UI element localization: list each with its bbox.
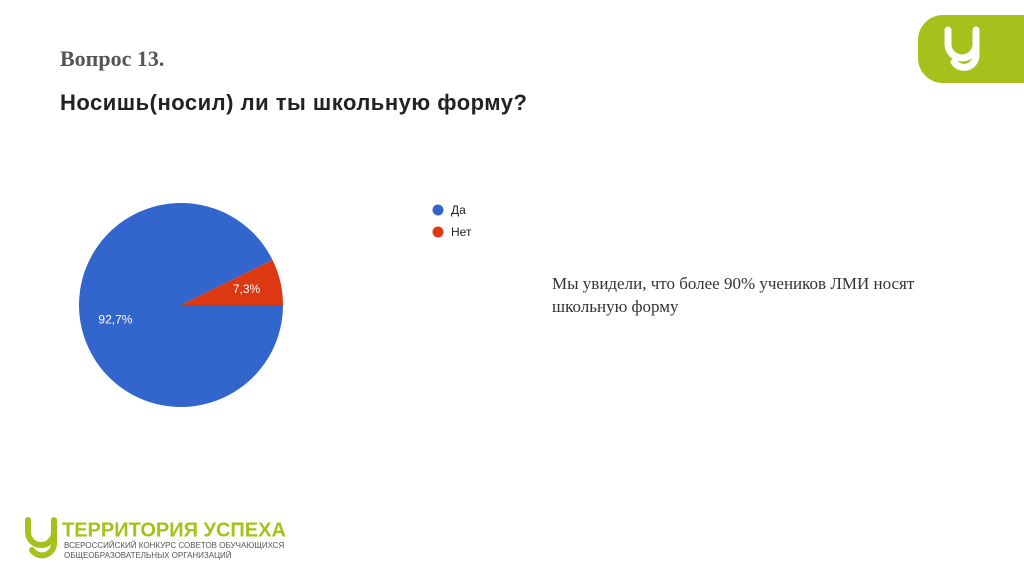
legend-swatch <box>432 226 444 238</box>
slice-label: 7,3% <box>233 282 261 296</box>
footer-brand: ТЕРРИТОРИЯ УСПЕХА <box>62 519 286 541</box>
legend-label: Нет <box>451 225 472 239</box>
footer-line: ОБЩЕОБРАЗОВАТЕЛЬНЫХ ОРГАНИЗАЦИЙ <box>64 551 232 560</box>
slice-label: 92,7% <box>98 312 132 326</box>
pie-slice <box>78 202 283 407</box>
comment: Мы увидели, что более 90% учеников ЛМИ н… <box>552 274 915 316</box>
legend-swatch <box>432 204 444 216</box>
logo-badge <box>918 15 1024 83</box>
logo-glyph <box>944 26 980 71</box>
pie-slice <box>181 259 283 305</box>
legend-label: Да <box>451 203 466 217</box>
heading: Вопрос 13. <box>60 46 165 71</box>
footer-logo-glyph <box>25 517 57 559</box>
chart-title: Носишь(носил) ли ты школьную форму? <box>60 90 528 115</box>
footer-line: ВСЕРОССИЙСКИЙ КОНКУРС СОВЕТОВ ОБУЧАЮЩИХС… <box>64 541 284 550</box>
